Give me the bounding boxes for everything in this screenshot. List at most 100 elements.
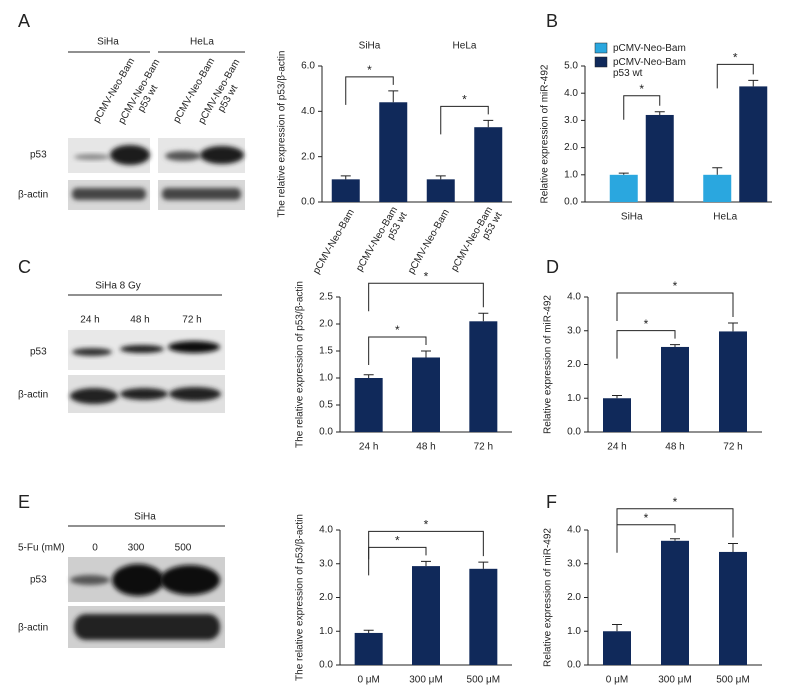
- significance-bracket: [368, 546, 427, 576]
- x-tick-label: HeLa: [713, 212, 737, 223]
- blot-title: HeLa: [190, 37, 214, 48]
- legend-label: pCMV-Neo-Bam p53 wt: [613, 57, 686, 79]
- band: [74, 154, 110, 160]
- treatment-label: 5-Fu (mM): [18, 543, 65, 554]
- lane-label: 0: [92, 543, 98, 554]
- band: [168, 341, 220, 353]
- y-tick-label: 6.0: [301, 61, 315, 72]
- y-tick-label: 1.0: [564, 169, 578, 180]
- error-bar: [363, 374, 374, 378]
- panel-letter: E: [18, 492, 30, 512]
- y-tick-label: 0.0: [567, 660, 581, 671]
- significance-star: *: [395, 323, 400, 337]
- y-axis-label: The relative expression of p53/β-actin: [295, 514, 306, 681]
- panel-letter: D: [546, 257, 559, 277]
- significance-bracket: [616, 524, 676, 553]
- significance-bracket: [616, 330, 676, 359]
- panel-letter: F: [546, 492, 557, 512]
- error-bar: [388, 90, 399, 103]
- bar: [645, 114, 674, 202]
- y-tick-label: 2.0: [301, 151, 315, 162]
- y-tick-label: 0.0: [567, 427, 581, 438]
- row-label: β-actin: [18, 190, 48, 201]
- blot-e: SiHa 5-Fu (mM) 0 300 500 p53 β-actin: [18, 512, 225, 648]
- significance-star: *: [395, 534, 400, 548]
- band: [120, 345, 164, 353]
- row-label: p53: [30, 575, 47, 586]
- significance-bracket: [368, 530, 484, 560]
- error-bar: [421, 350, 431, 358]
- group-label: HeLa: [453, 41, 477, 52]
- y-tick-label: 4.0: [319, 525, 333, 536]
- y-tick-label: 4.0: [567, 525, 581, 536]
- bar: [719, 551, 747, 665]
- y-axis-label: Relative expression of miR-492: [543, 295, 554, 434]
- error-bar: [612, 395, 622, 399]
- y-axis-label: The relative expression of p53/β-actin: [277, 51, 288, 218]
- x-tick-label: 300 μM: [658, 675, 692, 686]
- significance-star: *: [424, 269, 429, 283]
- bar: [426, 179, 455, 202]
- x-tick-label: 72 h: [474, 442, 493, 453]
- legend-label-line: pCMV-Neo-Bam: [613, 43, 686, 54]
- error-bar: [748, 79, 759, 87]
- group-label: SiHa: [359, 41, 381, 52]
- significance-star: *: [644, 511, 649, 525]
- row-label: β-actin: [18, 623, 48, 634]
- significance-star: *: [644, 317, 649, 331]
- band: [70, 388, 118, 404]
- x-tick-label-line: pCMV-Neo-Bam: [406, 207, 452, 276]
- error-bar: [654, 111, 665, 115]
- y-tick-label: 1.0: [567, 626, 581, 637]
- bar: [603, 631, 631, 665]
- legend-swatch: [594, 42, 608, 54]
- significance-bracket: [616, 292, 734, 321]
- significance-star: *: [424, 518, 429, 532]
- y-tick-label: 2.0: [319, 592, 333, 603]
- y-tick-label: 2.0: [319, 319, 333, 330]
- bar: [719, 331, 747, 432]
- y-tick-label: 1.5: [319, 346, 333, 357]
- band: [169, 387, 221, 401]
- significance-star: *: [639, 82, 644, 96]
- error-bar: [670, 538, 680, 541]
- y-tick-label: 3.0: [564, 115, 578, 126]
- y-axis-label: The relative expression of p53/β-actin: [295, 281, 306, 448]
- bar: [354, 632, 383, 665]
- band: [162, 188, 241, 200]
- error-bar: [728, 322, 738, 332]
- significance-star: *: [673, 495, 678, 509]
- bar: [703, 174, 732, 202]
- x-tick-label: SiHa: [621, 212, 643, 223]
- x-tick-label: 500 μM: [467, 675, 501, 686]
- bar: [469, 568, 498, 665]
- x-tick-label-line: pCMV-Neo-Bam: [311, 207, 357, 276]
- legend-label: pCMV-Neo-Bam: [613, 43, 686, 54]
- blot-title: SiHa: [134, 512, 156, 523]
- band: [70, 575, 110, 585]
- x-tick-label: pCMV-Neo-Bamp53 wt: [449, 205, 505, 279]
- row-label: β-actin: [18, 390, 48, 401]
- lane-label: 300: [128, 543, 145, 554]
- y-tick-label: 0.0: [319, 660, 333, 671]
- x-tick-label: 0 μM: [606, 675, 628, 686]
- significance-bracket: [440, 105, 489, 135]
- y-tick-label: 2.0: [567, 359, 581, 370]
- band: [120, 388, 168, 400]
- significance-bracket: [368, 336, 427, 365]
- legend-label-line: pCMV-Neo-Bam: [613, 57, 686, 68]
- y-tick-label: 2.0: [567, 592, 581, 603]
- blot-title: SiHa: [97, 37, 119, 48]
- band: [74, 614, 220, 640]
- y-axis-label: Relative expression of miR-492: [543, 528, 554, 667]
- y-tick-label: 0.0: [564, 197, 578, 208]
- error-bar: [478, 312, 489, 322]
- significance-bracket: [345, 76, 394, 105]
- bar: [739, 86, 768, 202]
- lane-label: 24 h: [80, 315, 99, 326]
- legend-label-line: p53 wt: [613, 68, 643, 79]
- y-tick-label: 4.0: [564, 88, 578, 99]
- bar: [609, 174, 638, 202]
- y-tick-label: 3.0: [567, 325, 581, 336]
- x-tick-label: 24 h: [359, 442, 378, 453]
